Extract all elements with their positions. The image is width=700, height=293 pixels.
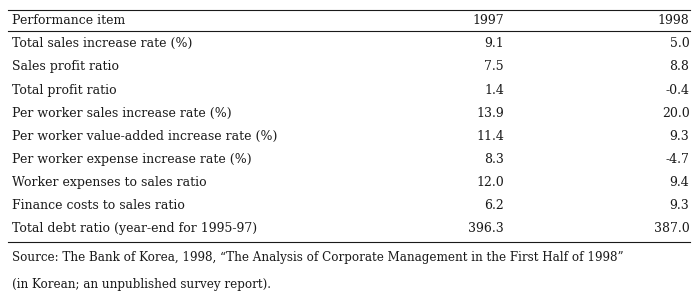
Text: 12.0: 12.0 bbox=[476, 176, 504, 189]
Text: Per worker value-added increase rate (%): Per worker value-added increase rate (%) bbox=[12, 130, 277, 143]
Text: 9.3: 9.3 bbox=[670, 199, 690, 212]
Text: (in Korean; an unpublished survey report).: (in Korean; an unpublished survey report… bbox=[12, 278, 271, 291]
Text: 387.0: 387.0 bbox=[654, 222, 690, 235]
Text: 13.9: 13.9 bbox=[476, 107, 504, 120]
Text: -0.4: -0.4 bbox=[666, 84, 690, 96]
Text: -4.7: -4.7 bbox=[666, 153, 690, 166]
Text: Total debt ratio (year-end for 1995-97): Total debt ratio (year-end for 1995-97) bbox=[12, 222, 257, 235]
Text: 9.1: 9.1 bbox=[484, 37, 504, 50]
Text: 6.2: 6.2 bbox=[484, 199, 504, 212]
Text: 9.3: 9.3 bbox=[670, 130, 690, 143]
Text: 11.4: 11.4 bbox=[476, 130, 504, 143]
Text: Finance costs to sales ratio: Finance costs to sales ratio bbox=[12, 199, 185, 212]
Text: Performance item: Performance item bbox=[12, 14, 125, 27]
Text: Total profit ratio: Total profit ratio bbox=[12, 84, 116, 96]
Text: Source: The Bank of Korea, 1998, “The Analysis of Corporate Management in the Fi: Source: The Bank of Korea, 1998, “The An… bbox=[12, 251, 624, 263]
Text: Sales profit ratio: Sales profit ratio bbox=[12, 60, 119, 74]
Text: Worker expenses to sales ratio: Worker expenses to sales ratio bbox=[12, 176, 206, 189]
Text: 9.4: 9.4 bbox=[670, 176, 690, 189]
Text: 5.0: 5.0 bbox=[670, 37, 690, 50]
Text: 1997: 1997 bbox=[473, 14, 504, 27]
Text: 1998: 1998 bbox=[658, 14, 690, 27]
Text: Per worker sales increase rate (%): Per worker sales increase rate (%) bbox=[12, 107, 232, 120]
Text: 7.5: 7.5 bbox=[484, 60, 504, 74]
Text: 8.8: 8.8 bbox=[670, 60, 690, 74]
Text: 396.3: 396.3 bbox=[468, 222, 504, 235]
Text: 8.3: 8.3 bbox=[484, 153, 504, 166]
Text: Total sales increase rate (%): Total sales increase rate (%) bbox=[12, 37, 192, 50]
Text: 1.4: 1.4 bbox=[484, 84, 504, 96]
Text: Per worker expense increase rate (%): Per worker expense increase rate (%) bbox=[12, 153, 251, 166]
Text: 20.0: 20.0 bbox=[662, 107, 690, 120]
